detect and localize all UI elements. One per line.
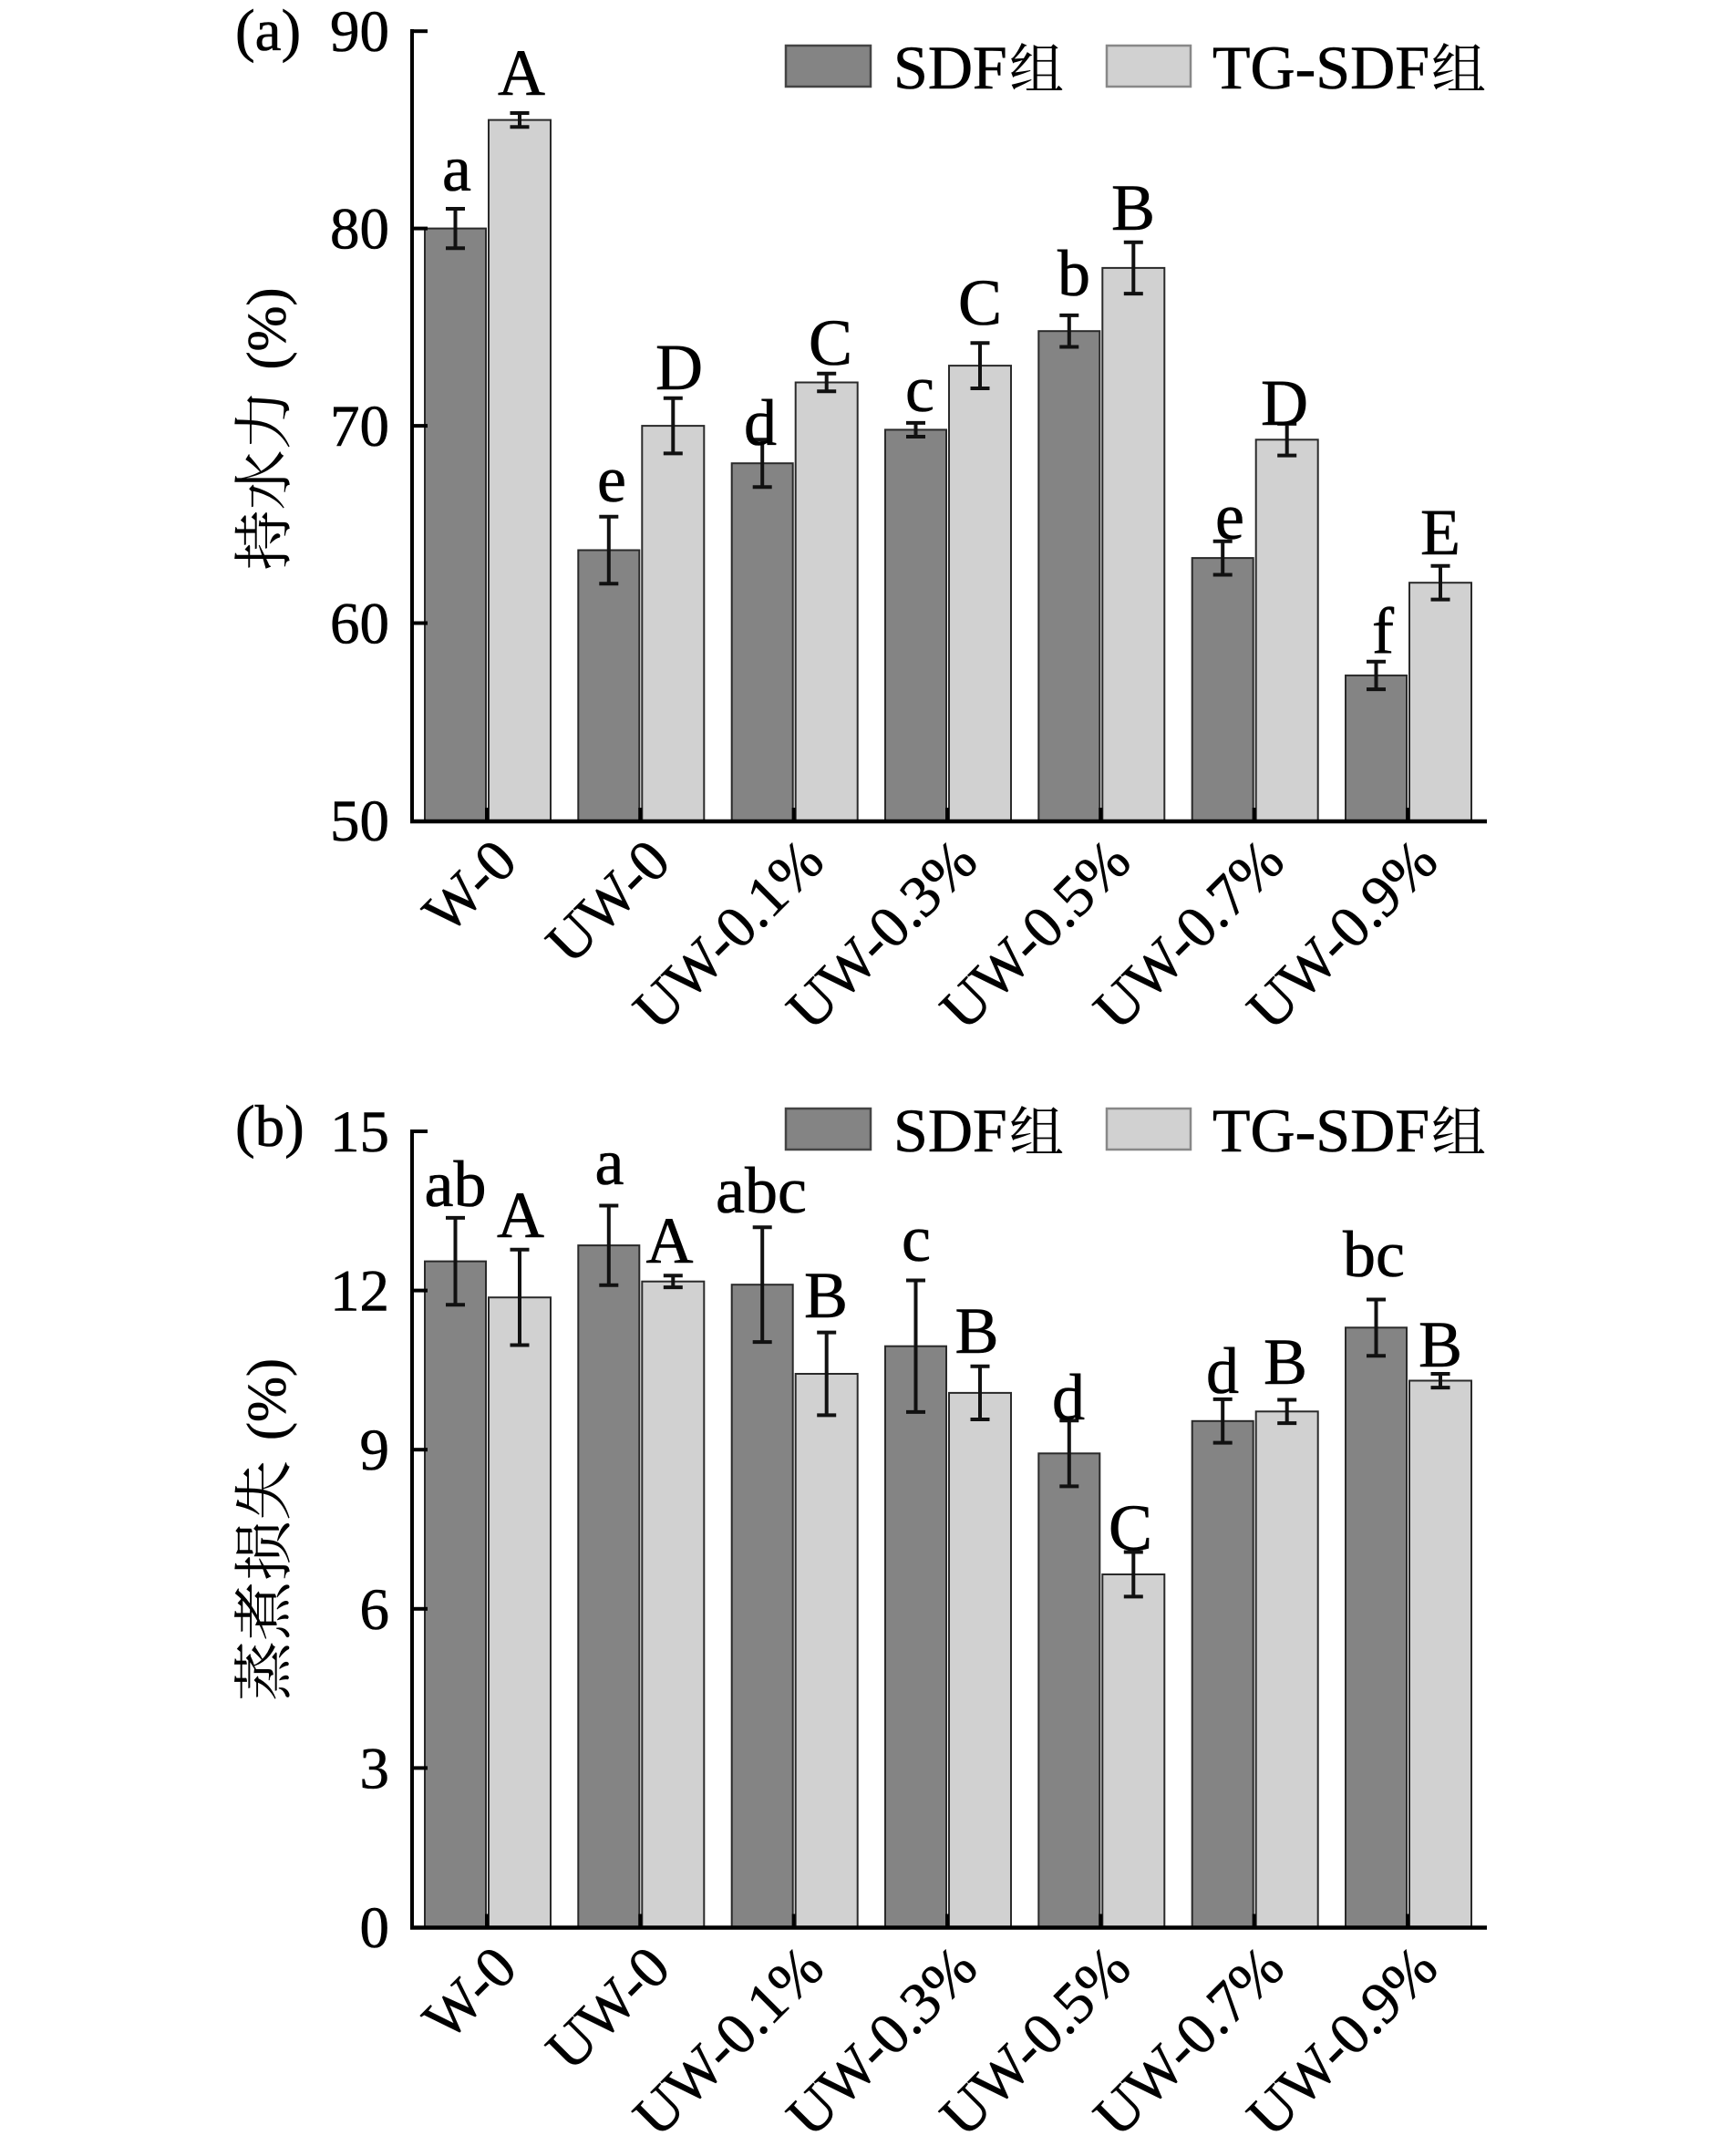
svg-text:d: d <box>744 387 777 459</box>
svg-text:80: 80 <box>330 197 389 263</box>
svg-text:A: A <box>646 1204 694 1277</box>
svg-text:0: 0 <box>360 1895 390 1961</box>
svg-text:C: C <box>958 266 1002 339</box>
svg-text:e: e <box>1215 480 1244 553</box>
svg-text:a: a <box>442 132 471 205</box>
svg-text:6: 6 <box>360 1577 390 1643</box>
svg-text:TG-SDF: TG-SDF <box>1212 1096 1429 1165</box>
svg-text:c: c <box>902 1202 931 1275</box>
svg-text:90: 90 <box>330 0 389 65</box>
svg-text:(a): (a) <box>235 0 301 64</box>
svg-text:SDF: SDF <box>893 33 1007 102</box>
svg-text:e: e <box>597 443 626 516</box>
svg-text:a: a <box>595 1126 624 1199</box>
svg-text:(b): (b) <box>235 1094 304 1160</box>
svg-text:abc: abc <box>716 1154 807 1227</box>
svg-text:C: C <box>1109 1491 1152 1564</box>
svg-text:bc: bc <box>1343 1218 1405 1291</box>
svg-text:B: B <box>1419 1308 1462 1381</box>
svg-text:B: B <box>954 1295 998 1367</box>
svg-text:(%): (%) <box>237 1358 297 1440</box>
svg-text:E: E <box>1420 496 1460 569</box>
svg-text:15: 15 <box>330 1099 389 1165</box>
svg-text:b: b <box>1058 237 1090 310</box>
svg-text:60: 60 <box>330 592 389 657</box>
svg-text:9: 9 <box>360 1418 390 1483</box>
svg-text:(%): (%) <box>237 288 297 370</box>
svg-text:C: C <box>809 306 852 379</box>
svg-text:D: D <box>1261 366 1308 439</box>
svg-text:A: A <box>497 1179 544 1252</box>
svg-text:12: 12 <box>330 1259 389 1325</box>
svg-text:ab: ab <box>425 1148 487 1221</box>
svg-text:B: B <box>1264 1326 1307 1398</box>
svg-text:TG-SDF: TG-SDF <box>1212 33 1429 102</box>
svg-text:B: B <box>1111 171 1155 244</box>
svg-text:d: d <box>1052 1361 1085 1434</box>
svg-text:f: f <box>1372 594 1394 667</box>
svg-text:SDF: SDF <box>893 1096 1007 1165</box>
svg-text:70: 70 <box>330 394 389 459</box>
svg-text:B: B <box>804 1259 848 1332</box>
svg-text:d: d <box>1206 1335 1239 1408</box>
svg-text:A: A <box>498 36 545 109</box>
svg-text:3: 3 <box>360 1736 390 1801</box>
svg-text:50: 50 <box>330 789 389 854</box>
svg-text:c: c <box>905 353 934 426</box>
svg-text:D: D <box>655 331 703 404</box>
